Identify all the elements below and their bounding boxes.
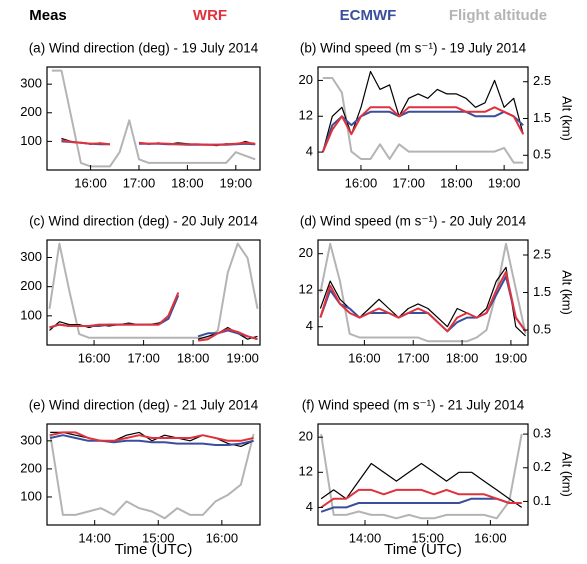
- series-line: [319, 271, 527, 333]
- legend-entry: ECMWF: [340, 7, 397, 24]
- x-tick-label: 14:00: [349, 530, 382, 545]
- legend-entry: Meas: [29, 7, 67, 24]
- y-tick-label: 12: [299, 464, 313, 479]
- plot-frame: [317, 423, 529, 526]
- series-line: [138, 141, 256, 146]
- y-tick-label: 12: [299, 108, 313, 123]
- y-tick-label: 20: [299, 245, 313, 260]
- plot-frame: [46, 66, 261, 171]
- y2-tick-label: 0.5: [533, 321, 551, 336]
- x-tick-label: 19:00: [495, 350, 528, 365]
- x-tick-label: 19:00: [226, 350, 259, 365]
- series-line: [320, 488, 522, 509]
- y2-tick-label: 0.1: [533, 493, 551, 508]
- y-tick-label: 200: [20, 104, 42, 119]
- y2-axis-label: Alt (km): [560, 270, 575, 315]
- series-line: [321, 106, 525, 153]
- x-tick-label: 17:00: [392, 175, 425, 190]
- plot-frame: [317, 66, 529, 171]
- y2-tick-label: 0.3: [533, 426, 551, 441]
- series-line: [321, 110, 524, 153]
- y-tick-label: 200: [20, 278, 42, 293]
- y-tick-label: 100: [20, 307, 42, 322]
- x-tick-label: 16:00: [345, 175, 378, 190]
- series-line: [320, 462, 523, 508]
- panel-title: (b) Wind speed (m s⁻¹) - 19 July 2014: [300, 41, 527, 56]
- x-tick-label: 19:00: [488, 175, 521, 190]
- x-tick-label: 15:00: [142, 530, 175, 545]
- x-tick-label: 16:00: [206, 530, 239, 545]
- x-tick-label: 16:00: [348, 350, 381, 365]
- y-tick-label: 20: [299, 429, 313, 444]
- y-tick-label: 300: [20, 249, 42, 264]
- series-line: [51, 69, 256, 168]
- y-tick-label: 20: [299, 72, 313, 87]
- series-line: [320, 433, 523, 520]
- x-tick-label: 18:00: [446, 350, 479, 365]
- legend-entry: WRF: [193, 7, 227, 24]
- x-tick-label: 18:00: [440, 175, 473, 190]
- series-line: [61, 139, 110, 146]
- y2-axis-label: Alt (km): [560, 452, 575, 497]
- y-tick-label: 12: [299, 282, 313, 297]
- panel-title: (f) Wind speed (m s⁻¹) - 21 July 2014: [302, 398, 525, 413]
- y2-tick-label: 2.5: [533, 73, 551, 88]
- y-tick-label: 4: [306, 499, 313, 514]
- x-tick-label: 17:00: [123, 175, 156, 190]
- legend-entry: Flight altitude: [449, 7, 547, 24]
- y-tick-label: 100: [20, 488, 42, 503]
- plot-frame: [46, 423, 261, 526]
- x-axis-label: Time (UTC): [115, 541, 193, 558]
- x-tick-label: 16:00: [74, 175, 107, 190]
- x-tick-label: 16:00: [474, 530, 507, 545]
- x-tick-label: 19:00: [220, 175, 253, 190]
- y-tick-label: 4: [306, 318, 313, 333]
- panel-title: (a) Wind direction (deg) - 19 July 2014: [29, 41, 259, 56]
- y2-tick-label: 2.5: [533, 246, 551, 261]
- plot-frame: [46, 239, 261, 346]
- x-tick-label: 14:00: [78, 530, 111, 545]
- series-line: [197, 326, 258, 340]
- panel-title: (c) Wind direction (deg) - 20 July 2014: [29, 214, 258, 229]
- series-line: [197, 328, 258, 342]
- x-tick-label: 18:00: [171, 175, 204, 190]
- y2-tick-label: 0.5: [533, 147, 551, 162]
- series-line: [320, 497, 522, 513]
- x-tick-label: 18:00: [177, 350, 210, 365]
- y2-tick-label: 1.5: [533, 284, 551, 299]
- series-line: [322, 77, 524, 164]
- series-line: [319, 242, 527, 343]
- x-axis-label: Time (UTC): [384, 541, 462, 558]
- y-tick-label: 200: [20, 460, 42, 475]
- series-line: [48, 242, 259, 339]
- y2-tick-label: 0.2: [533, 459, 551, 474]
- y-tick-label: 100: [20, 133, 42, 148]
- x-tick-label: 16:00: [78, 350, 111, 365]
- series-line: [49, 431, 254, 442]
- y2-tick-label: 1.5: [533, 110, 551, 125]
- x-tick-label: 17:00: [127, 350, 160, 365]
- y-tick-label: 300: [20, 76, 42, 91]
- series-line: [49, 433, 255, 520]
- series-line: [49, 292, 180, 329]
- y-tick-label: 4: [306, 144, 313, 159]
- series-line: [49, 434, 254, 446]
- panel-title: (d) Wind speed (m s⁻¹) - 20 July 2014: [300, 214, 527, 229]
- x-tick-label: 17:00: [397, 350, 430, 365]
- y-tick-label: 300: [20, 432, 42, 447]
- x-tick-label: 15:00: [411, 530, 444, 545]
- panel-title: (e) Wind direction (deg) - 21 July 2014: [29, 398, 259, 413]
- y2-axis-label: Alt (km): [560, 96, 575, 141]
